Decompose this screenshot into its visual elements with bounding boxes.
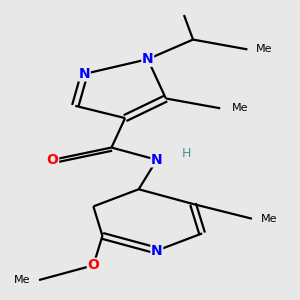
Text: Me: Me [256,44,273,54]
Text: N: N [142,52,154,66]
Text: N: N [151,244,163,258]
Text: O: O [47,153,58,167]
Text: Me: Me [261,214,277,224]
Text: N: N [151,153,163,167]
Text: N: N [79,67,90,81]
Text: O: O [87,258,99,272]
Text: H: H [182,147,191,161]
Text: Me: Me [14,275,30,285]
Text: Me: Me [232,103,248,113]
